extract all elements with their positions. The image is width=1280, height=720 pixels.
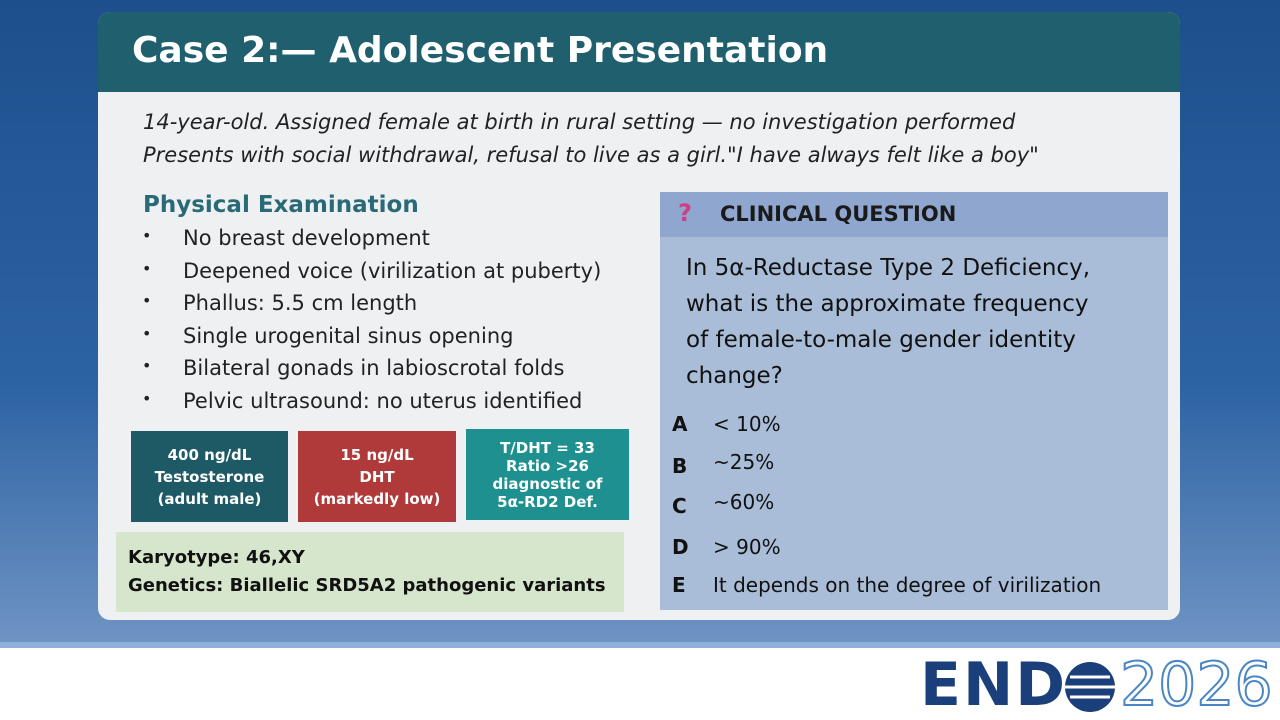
lab-line: 400 ng/dL [167,445,252,464]
bullet: • [142,226,152,245]
lab-line: 5α-RD2 Def. [497,492,598,511]
exam-item: Pelvic ultrasound: no uterus identified [183,388,583,413]
option-letter: E [672,573,686,597]
exam-item: Single urogenital sinus opening [183,323,514,348]
logo-brand: END [920,650,1068,720]
option-text: < 10% [713,412,781,436]
exam-item: No breast development [183,226,430,250]
exam-item: Phallus: 5.5 cm length [183,291,418,315]
option-letter: A [672,412,688,436]
bullet: • [142,323,152,343]
lab-box: T/DHT = 33 Ratio >26 diagnostic of 5α-RD2 D… [466,429,629,520]
option-text: ~60% [713,490,775,514]
question-line: of female-to-male gender identity [686,327,1076,353]
option-letter: C [672,494,687,518]
lab-line: 15 ng/dL [340,445,414,464]
logo-year: 2026 [1119,649,1274,720]
option-text: It depends on the degree of virilization [713,573,1102,597]
lab-box: 400 ng/dL Testosterone (adult male) [131,431,288,522]
option-text: ~25% [713,450,775,474]
bullet: • [142,291,152,310]
stripe [0,642,1280,648]
header: Case 2:— Adolescent Presentation [98,12,1180,92]
intro: 14-year-old. Assigned female at birth in… [143,110,1016,134]
question-header [660,192,1168,237]
question-line: In 5α-Reductase Type 2 Deficiency, [686,255,1091,281]
lab-line: DHT [359,467,395,486]
question-heading: CLINICAL QUESTION [720,202,957,226]
lab-line: (adult male) [157,489,262,508]
intro: Presents with social withdrawal, refusal… [143,143,1039,167]
lab-line: Ratio >26 [506,456,589,475]
lab-line: Testosterone [154,467,265,486]
exam-heading: Physical Examination [143,192,419,218]
lab-line: (markedly low) [313,489,441,508]
exam-item: Bilateral gonads in labioscrotal folds [183,356,565,380]
title: Case 2:— Adolescent Presentation [132,30,829,71]
bullet: • [142,356,152,375]
option-text: > 90% [713,535,781,559]
logo-globe [1065,662,1115,712]
question-line: what is the approximate frequency [686,291,1089,317]
bullet: • [142,388,152,408]
lab-box: 15 ng/dL DHT (markedly low) [298,431,456,522]
exam-item: Deepened voice (virilization at puberty) [183,258,602,283]
option-letter: D [672,535,689,559]
genetics-line: Karyotype: 46,XY [128,547,305,568]
question-line: change? [686,363,783,389]
lab-line: T/DHT = 33 [500,438,595,457]
option-letter: B [672,454,688,478]
question-panel: ? CLINICAL QUESTION [660,192,1168,610]
bullet: • [142,258,152,278]
genetics-line: Genetics: Biallelic SRD5A2 pathogenic va… [128,575,606,596]
genetics-box: Karyotype: 46,XY Genetics: Biallelic SRD… [116,532,624,612]
lab-line: diagnostic of [492,474,603,493]
question-icon: ? [678,199,692,227]
